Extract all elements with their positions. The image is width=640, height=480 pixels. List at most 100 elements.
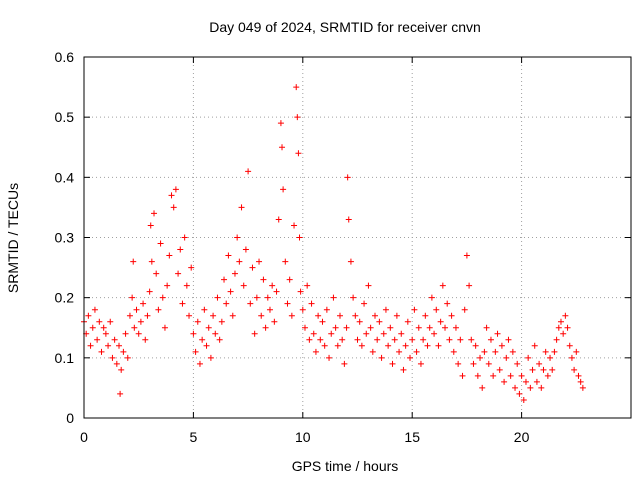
data-point <box>457 336 464 343</box>
data-point <box>214 294 221 301</box>
data-point <box>573 348 580 355</box>
data-point <box>117 390 124 397</box>
data-point <box>126 312 133 319</box>
data-point <box>321 342 328 349</box>
x-tick-labels: 0 5 10 15 20 <box>80 429 529 445</box>
data-point <box>164 282 171 289</box>
data-point <box>538 384 545 391</box>
x-tick-label: 10 <box>295 429 311 445</box>
data-point <box>450 348 457 355</box>
data-point <box>296 234 303 241</box>
data-point <box>91 306 98 313</box>
data-point <box>431 330 438 337</box>
data-point <box>116 342 123 349</box>
data-point <box>514 360 521 367</box>
data-point <box>402 342 409 349</box>
data-point <box>433 306 440 313</box>
data-point <box>442 324 449 331</box>
data-point <box>312 348 319 355</box>
data-point <box>113 360 120 367</box>
data-point <box>452 324 459 331</box>
data-point <box>319 318 326 325</box>
data-point <box>505 336 512 343</box>
data-point <box>420 336 427 343</box>
data-point <box>444 300 451 307</box>
data-point <box>223 300 230 307</box>
data-point <box>540 366 547 373</box>
data-point <box>512 384 519 391</box>
data-point <box>336 312 343 319</box>
data-point <box>446 336 453 343</box>
y-tick-label: 0.6 <box>55 49 75 65</box>
data-point <box>299 306 306 313</box>
data-point <box>326 354 333 361</box>
data-point <box>264 294 271 301</box>
data-point <box>260 276 267 283</box>
data-point <box>98 348 105 355</box>
data-point <box>352 312 359 319</box>
data-point <box>87 342 94 349</box>
data-point <box>498 342 505 349</box>
data-point <box>363 330 370 337</box>
data-point <box>291 222 298 229</box>
x-tick-label: 0 <box>80 429 88 445</box>
data-point <box>159 294 166 301</box>
data-point <box>188 264 195 271</box>
data-point <box>481 348 488 355</box>
data-point <box>411 306 418 313</box>
data-point <box>393 312 400 319</box>
data-point <box>212 330 219 337</box>
x-tick-label: 15 <box>404 429 420 445</box>
data-point <box>118 366 125 373</box>
data-point <box>175 270 182 277</box>
data-point <box>157 240 164 247</box>
data-point <box>435 342 442 349</box>
data-point <box>518 372 525 379</box>
data-point <box>247 300 254 307</box>
data-point <box>177 246 184 253</box>
data-point <box>426 324 433 331</box>
data-point <box>398 330 405 337</box>
data-point <box>367 324 374 331</box>
data-point <box>148 258 155 265</box>
data-point <box>258 312 265 319</box>
data-point <box>468 336 475 343</box>
data-point <box>102 330 109 337</box>
data-point <box>306 336 313 343</box>
data-point <box>344 174 351 181</box>
data-point <box>369 348 376 355</box>
data-point <box>196 360 203 367</box>
data-point <box>492 348 499 355</box>
data-point <box>301 324 308 331</box>
data-point <box>566 342 573 349</box>
data-point <box>135 330 142 337</box>
data-point <box>522 378 529 385</box>
data-point <box>227 288 234 295</box>
data-point <box>203 342 210 349</box>
data-point <box>376 318 383 325</box>
data-point <box>253 294 260 301</box>
data-point <box>245 168 252 175</box>
data-point <box>509 348 516 355</box>
data-point <box>89 324 96 331</box>
data-point <box>293 84 300 91</box>
data-point <box>111 336 118 343</box>
data-point <box>161 324 168 331</box>
data-point <box>315 312 322 319</box>
data-point <box>279 144 286 151</box>
data-point <box>389 360 396 367</box>
data-point <box>284 300 291 307</box>
data-point <box>560 330 567 337</box>
data-point <box>280 186 287 193</box>
data-point <box>547 354 554 361</box>
data-point <box>323 306 330 313</box>
chart-title: Day 049 of 2024, SRMTID for receiver cnv… <box>209 19 481 35</box>
data-point <box>304 282 311 289</box>
data-point <box>286 276 293 283</box>
x-tick-label: 20 <box>514 429 530 445</box>
y-axis-label: SRMTID / TECUs <box>5 183 21 293</box>
data-point <box>109 354 116 361</box>
y-tick-label: 0 <box>66 410 74 426</box>
data-point <box>577 378 584 385</box>
